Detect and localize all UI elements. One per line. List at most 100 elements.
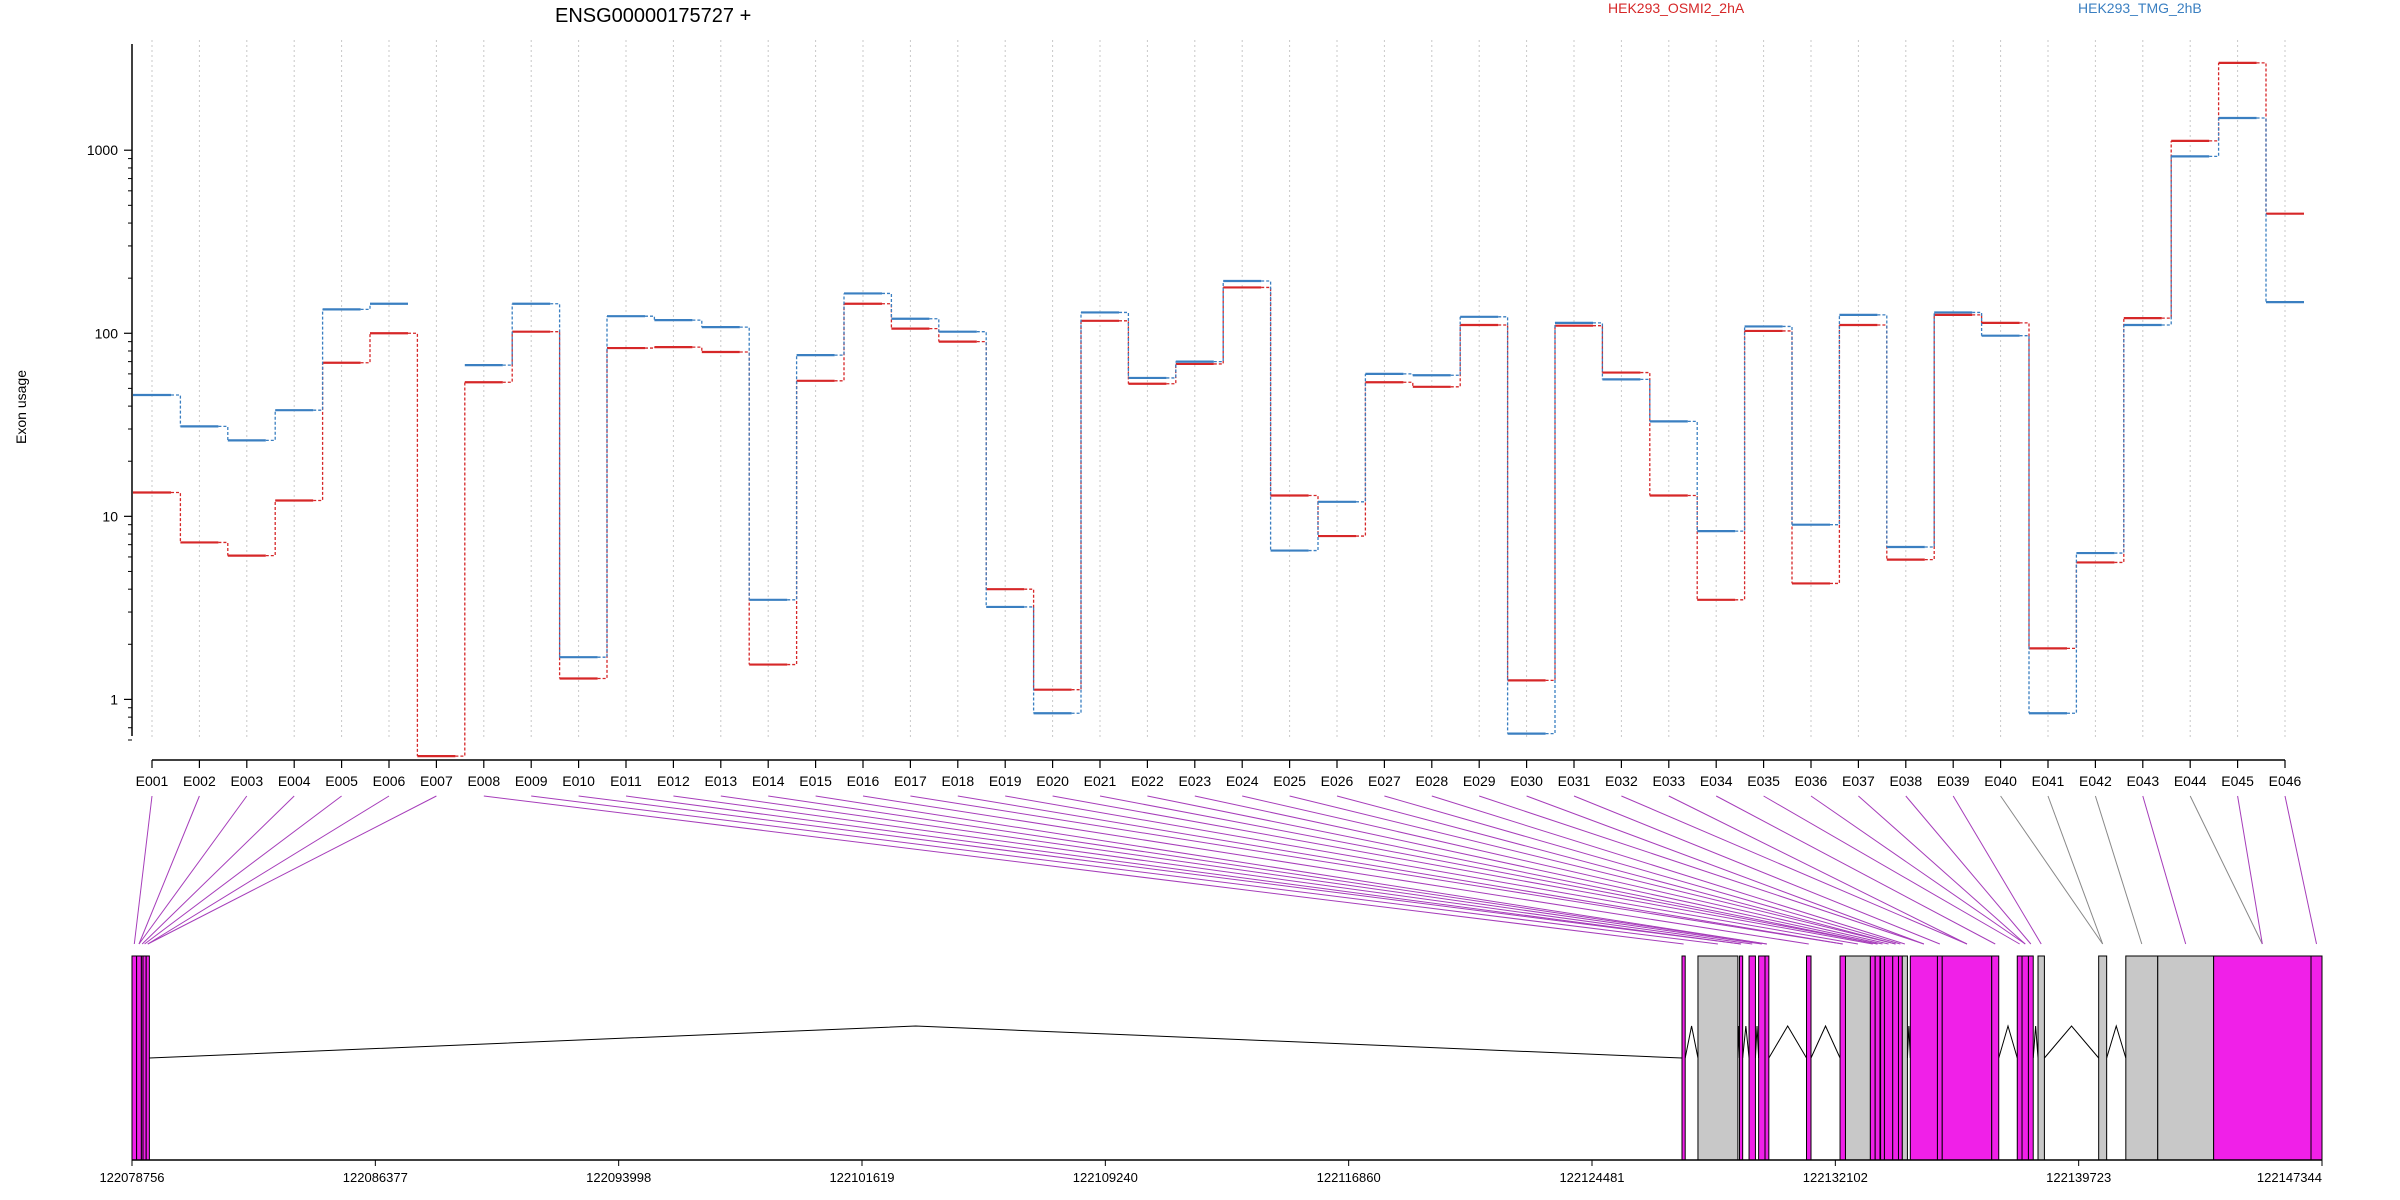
gene-model: [131, 955, 2323, 1161]
exon-link-line: [1194, 795, 1883, 945]
connector-line: [313, 362, 324, 502]
y-tick-label: 1000: [87, 142, 118, 158]
exon-link-line: [578, 795, 1742, 945]
x-tick-label: E033: [1652, 773, 1685, 789]
exon-box: [1991, 955, 2000, 1161]
connector-line: [1687, 420, 1698, 532]
vertical-grid: [151, 40, 2286, 740]
exon-link-line: [1289, 795, 1896, 945]
connector-line: [2019, 322, 2030, 649]
x-tick-label: E024: [1226, 773, 1259, 789]
exon-link-line: [625, 795, 1742, 945]
exon-box: [145, 955, 150, 1161]
connector-line: [739, 326, 750, 600]
connector-line: [1782, 330, 1793, 584]
exon-box: [1758, 955, 1766, 1161]
exon-link-line: [1810, 795, 2026, 945]
exon-link-line: [957, 795, 1843, 945]
exon-link-line: [2000, 795, 2104, 945]
connector-line: [1071, 312, 1082, 714]
x-tick-label: E023: [1178, 773, 1211, 789]
x-tick-label: E042: [2079, 773, 2112, 789]
connector-line: [1308, 494, 1319, 537]
exon-box: [1869, 955, 1876, 1161]
connector-line: [1972, 314, 1983, 323]
exon-box: [2021, 955, 2029, 1161]
connector-line: [692, 319, 703, 328]
connector-line: [739, 351, 750, 665]
genome-tick-label: 122147344: [2257, 1170, 2322, 1185]
series-lines: [133, 61, 2304, 758]
exon-link-line: [1621, 795, 1968, 945]
x-tick-label: E043: [2126, 773, 2159, 789]
x-tick-label: E020: [1036, 773, 1069, 789]
connector-line: [834, 303, 845, 382]
x-tick-label: E034: [1700, 773, 1733, 789]
exon-link-line: [1099, 795, 1878, 945]
connector-line: [1166, 363, 1177, 385]
exon-link-line: [1763, 795, 2020, 945]
legend-series-1: HEK293_OSMI2_2hA: [1608, 0, 1745, 16]
x-tick-label: E006: [373, 773, 406, 789]
x-tick-label: E010: [562, 773, 595, 789]
connector-line: [1356, 382, 1367, 537]
connector-line: [1735, 330, 1746, 601]
x-tick-label: E039: [1937, 773, 1970, 789]
y-tick-label: 100: [95, 325, 119, 341]
connector-line: [2256, 62, 2267, 214]
x-tick-label: E031: [1558, 773, 1591, 789]
intron-line: [1998, 1024, 2018, 1059]
connector-line: [1498, 316, 1509, 734]
connector-line: [1119, 311, 1130, 378]
exon-link-line: [2284, 795, 2317, 945]
connector-line: [502, 331, 513, 383]
connector-line: [2161, 156, 2172, 326]
connector-line: [1308, 501, 1319, 552]
connector-line: [2114, 318, 2125, 564]
legend-series-2: HEK293_TMG_2hB: [2078, 0, 2202, 16]
exon-link-line: [1573, 795, 1941, 945]
x-tick-label: E040: [1984, 773, 2017, 789]
genome-tick-label: 122078756: [99, 1170, 164, 1185]
connector-line: [1498, 324, 1509, 681]
exon-box: [2027, 955, 2034, 1161]
chart-title: ENSG00000175727 +: [555, 5, 751, 27]
exon-axis: E001 E002 E003 E004 E005 E006 E007 E008 E009 E010…: [136, 759, 2302, 789]
connector-line: [1640, 371, 1651, 496]
connector-line: [2067, 553, 2078, 714]
x-tick-label: E022: [1131, 773, 1164, 789]
connector-line: [1545, 322, 1556, 735]
exon-link-line: [1526, 795, 1925, 945]
exon-link-line: [1715, 795, 1996, 945]
x-tick-label: E018: [941, 773, 974, 789]
series-1: [133, 61, 2304, 758]
x-tick-label: E032: [1605, 773, 1638, 789]
x-tick-label: E044: [2174, 773, 2207, 789]
connector-line: [1545, 325, 1556, 682]
x-tick-label: E029: [1463, 773, 1496, 789]
exon-link-line: [147, 795, 437, 945]
connector-line: [1450, 316, 1461, 376]
exon-box: [2098, 955, 2108, 1161]
connector-line: [1830, 314, 1841, 526]
connector-line: [1735, 326, 1746, 532]
x-tick-label: E015: [799, 773, 832, 789]
intron-line: [1768, 1025, 1807, 1059]
exon-link-line: [815, 795, 1768, 945]
x-tick-label: E003: [230, 773, 263, 789]
exon-link-line: [147, 795, 390, 945]
exon-box: [1839, 955, 1846, 1161]
exon-box: [2016, 955, 2023, 1161]
x-tick-label: E002: [183, 773, 216, 789]
connector-line: [2209, 117, 2220, 158]
connector-line: [408, 332, 419, 757]
exon-box: [1681, 955, 1686, 1161]
genome-tick-label: 122132102: [1803, 1170, 1868, 1185]
connector-line: [692, 346, 703, 353]
genome-tick-label: 122101619: [829, 1170, 894, 1185]
connector-line: [929, 327, 940, 342]
exon-link-line: [1479, 795, 1925, 945]
exon-link-line: [673, 795, 1753, 945]
exon-link-line: [1052, 795, 1873, 945]
